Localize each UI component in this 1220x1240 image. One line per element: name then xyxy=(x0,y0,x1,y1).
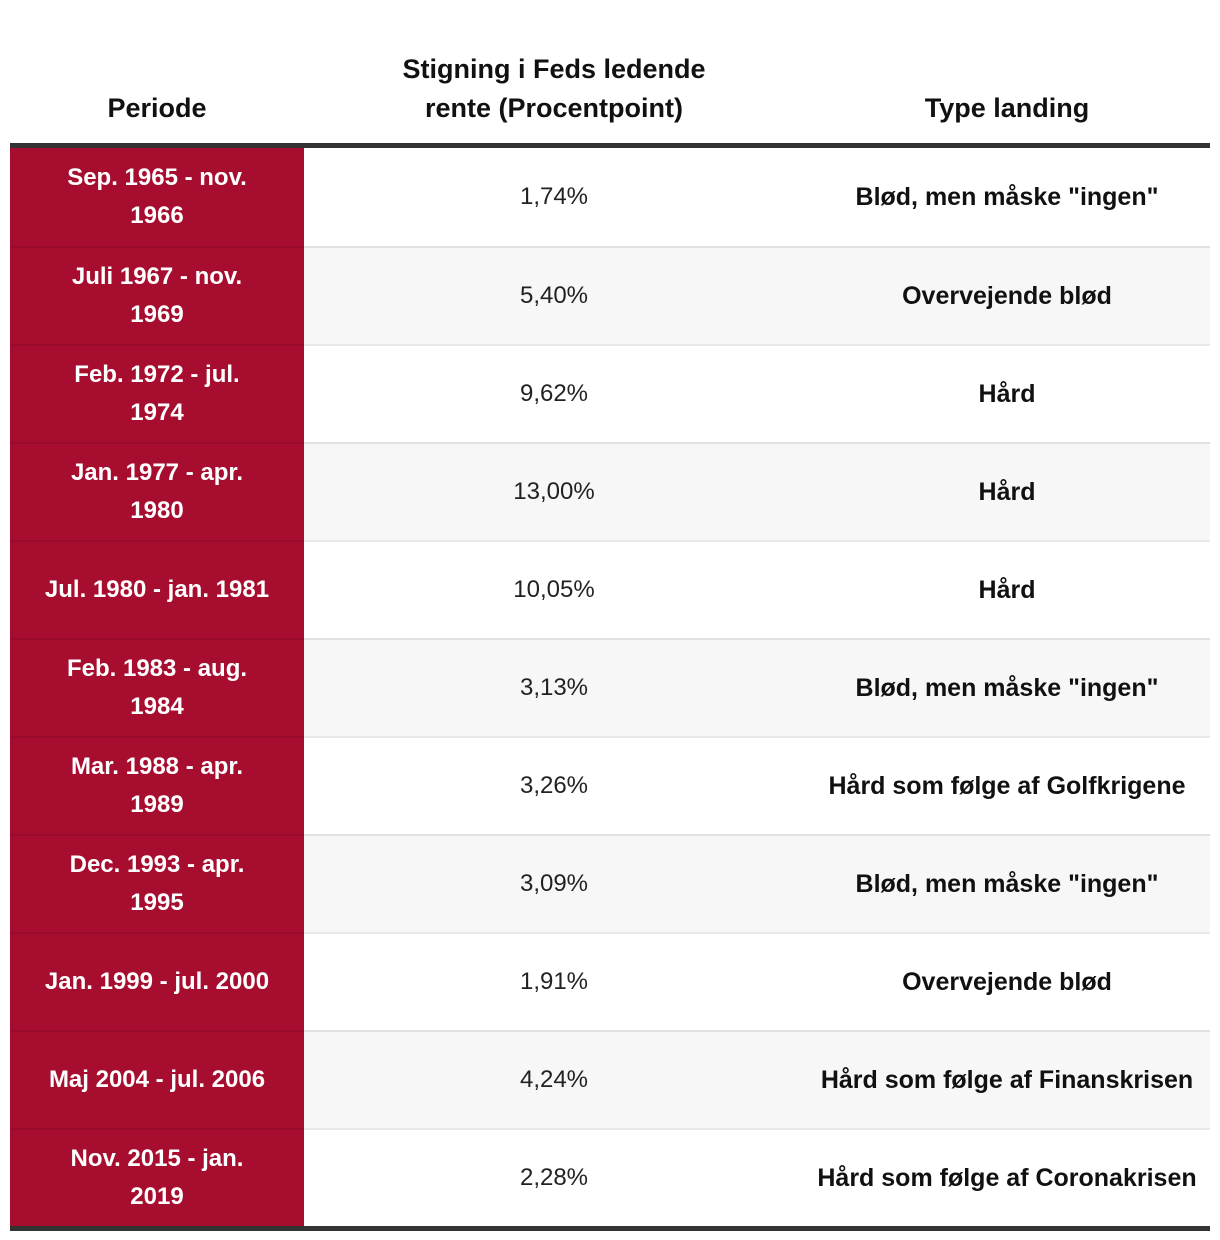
table-header-row: Periode Stigning i Feds ledende rente (P… xyxy=(10,0,1210,143)
landing-text: Blød, men måske "ingen" xyxy=(855,870,1159,898)
rate-cell: 13,00% xyxy=(304,442,804,540)
landing-text: Hård xyxy=(978,380,1036,408)
rate-text: 3,09% xyxy=(519,870,589,897)
period-cell: Mar. 1988 - apr. 1989 xyxy=(10,736,304,834)
landing-text: Hård xyxy=(978,576,1036,604)
rate-text: 1,91% xyxy=(519,968,589,995)
period-text: Mar. 1988 - apr. 1989 xyxy=(70,753,244,818)
period-cell: Nov. 2015 - jan. 2019 xyxy=(10,1128,304,1226)
landing-cell: Hård som følge af Coronakrisen xyxy=(804,1128,1210,1226)
period-text: Feb. 1972 - jul. 1974 xyxy=(74,361,240,426)
table-row: Feb. 1983 - aug. 1984 3,13% Blød, men må… xyxy=(10,638,1210,736)
table-row: Jan. 1977 - apr. 1980 13,00% Hård xyxy=(10,442,1210,540)
rate-text: 1,74% xyxy=(519,183,589,210)
period-text: Sep. 1965 - nov. 1966 xyxy=(67,164,247,229)
header-cell-periode: Periode xyxy=(10,89,304,143)
header-cell-stigning: Stigning i Feds ledende rente (Procentpo… xyxy=(304,50,804,143)
period-cell: Jan. 1999 - jul. 2000 xyxy=(10,932,304,1030)
rate-text: 3,26% xyxy=(519,772,589,799)
rate-cell: 10,05% xyxy=(304,540,804,638)
table-row: Dec. 1993 - apr. 1995 3,09% Blød, men må… xyxy=(10,834,1210,932)
landing-text: Blød, men måske "ingen" xyxy=(855,183,1159,211)
period-text: Jul. 1980 - jan. 1981 xyxy=(44,576,270,603)
period-text: Jan. 1999 - jul. 2000 xyxy=(44,968,270,995)
table-row: Sep. 1965 - nov. 1966 1,74% Blød, men må… xyxy=(10,148,1210,246)
rate-cell: 2,28% xyxy=(304,1128,804,1226)
table-row: Jan. 1999 - jul. 2000 1,91% Overvejende … xyxy=(10,932,1210,1030)
landing-cell: Blød, men måske "ingen" xyxy=(804,834,1210,932)
landing-cell: Overvejende blød xyxy=(804,932,1210,1030)
landing-cell: Hård xyxy=(804,344,1210,442)
rate-cell: 9,62% xyxy=(304,344,804,442)
period-cell: Feb. 1972 - jul. 1974 xyxy=(10,344,304,442)
period-cell: Feb. 1983 - aug. 1984 xyxy=(10,638,304,736)
landing-cell: Overvejende blød xyxy=(804,246,1210,344)
landing-cell: Hård xyxy=(804,442,1210,540)
rate-text: 4,24% xyxy=(519,1066,589,1093)
rate-text: 2,28% xyxy=(519,1164,589,1191)
period-text: Juli 1967 - nov. 1969 xyxy=(71,263,243,328)
table-body: Sep. 1965 - nov. 1966 1,74% Blød, men må… xyxy=(10,143,1210,1231)
rate-cell: 3,26% xyxy=(304,736,804,834)
landing-text: Hård som følge af Golfkrigene xyxy=(828,772,1186,800)
table-row: Maj 2004 - jul. 2006 4,24% Hård som følg… xyxy=(10,1030,1210,1128)
table-row: Nov. 2015 - jan. 2019 2,28% Hård som føl… xyxy=(10,1128,1210,1226)
rate-text: 9,62% xyxy=(519,380,589,407)
period-cell: Maj 2004 - jul. 2006 xyxy=(10,1030,304,1128)
rate-cell: 1,74% xyxy=(304,148,804,246)
period-text: Feb. 1983 - aug. 1984 xyxy=(66,655,248,720)
rate-cell: 1,91% xyxy=(304,932,804,1030)
period-text: Dec. 1993 - apr. 1995 xyxy=(69,851,245,916)
header-periode-label: Periode xyxy=(107,93,207,123)
landing-text: Overvejende blød xyxy=(902,968,1112,996)
rate-text: 5,40% xyxy=(519,282,589,309)
landing-text: Overvejende blød xyxy=(902,282,1112,310)
header-cell-type-landing: Type landing xyxy=(804,89,1210,143)
period-text: Maj 2004 - jul. 2006 xyxy=(48,1066,266,1093)
header-stigning-label: Stigning i Feds ledende rente (Procentpo… xyxy=(402,54,706,123)
rate-cell: 3,13% xyxy=(304,638,804,736)
rate-text: 10,05% xyxy=(513,576,595,603)
rate-cell: 4,24% xyxy=(304,1030,804,1128)
landing-text: Hård xyxy=(978,478,1036,506)
fed-rate-table: Periode Stigning i Feds ledende rente (P… xyxy=(10,0,1210,1231)
period-text: Nov. 2015 - jan. 2019 xyxy=(70,1145,244,1210)
rate-cell: 3,09% xyxy=(304,834,804,932)
rate-cell: 5,40% xyxy=(304,246,804,344)
table-row: Juli 1967 - nov. 1969 5,40% Overvejende … xyxy=(10,246,1210,344)
header-type-landing-label: Type landing xyxy=(924,93,1090,123)
table-row: Jul. 1980 - jan. 1981 10,05% Hård xyxy=(10,540,1210,638)
period-cell: Sep. 1965 - nov. 1966 xyxy=(10,148,304,246)
period-text: Jan. 1977 - apr. 1980 xyxy=(70,459,244,524)
period-cell: Jan. 1977 - apr. 1980 xyxy=(10,442,304,540)
table-row: Feb. 1972 - jul. 1974 9,62% Hård xyxy=(10,344,1210,442)
table-row: Mar. 1988 - apr. 1989 3,26% Hård som føl… xyxy=(10,736,1210,834)
landing-text: Blød, men måske "ingen" xyxy=(855,674,1159,702)
rate-text: 3,13% xyxy=(519,674,589,701)
landing-text: Hård som følge af Coronakrisen xyxy=(817,1164,1197,1192)
landing-text: Hård som følge af Finanskrisen xyxy=(820,1066,1194,1094)
period-cell: Juli 1967 - nov. 1969 xyxy=(10,246,304,344)
landing-cell: Blød, men måske "ingen" xyxy=(804,148,1210,246)
landing-cell: Blød, men måske "ingen" xyxy=(804,638,1210,736)
period-cell: Jul. 1980 - jan. 1981 xyxy=(10,540,304,638)
landing-cell: Hård som følge af Finanskrisen xyxy=(804,1030,1210,1128)
period-cell: Dec. 1993 - apr. 1995 xyxy=(10,834,304,932)
landing-cell: Hård som følge af Golfkrigene xyxy=(804,736,1210,834)
landing-cell: Hård xyxy=(804,540,1210,638)
rate-text: 13,00% xyxy=(513,478,595,505)
